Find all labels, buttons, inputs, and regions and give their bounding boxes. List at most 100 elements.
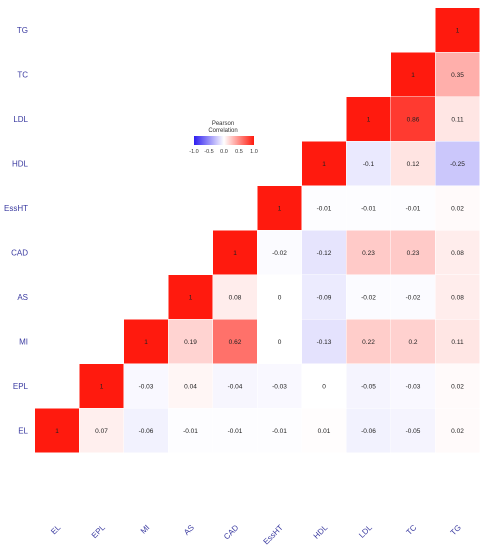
cell-AS-CAD [213, 275, 257, 319]
cell-value-EPL-TG: 0.02 [451, 384, 464, 391]
cell-value-TC-TC: 1 [411, 72, 415, 79]
legend-tick-label: -0.5 [204, 149, 213, 155]
cell-EL-AS [168, 408, 213, 453]
y-label-HDL: HDL [12, 160, 29, 169]
cell-EL-MI [124, 408, 168, 453]
cell-EL-CAD [213, 408, 257, 453]
cell-value-EL-AS: -0.01 [183, 428, 198, 435]
y-label-AS: AS [17, 293, 28, 302]
cell-EL-TG [435, 408, 480, 453]
legend-tick-label: -1.0 [189, 149, 198, 155]
x-label-EL: EL [49, 523, 63, 537]
cell-value-EL-HDL: 0.01 [318, 428, 331, 435]
x-label-TC: TC [405, 523, 419, 537]
cell-LDL-LDL [346, 97, 391, 141]
cell-value-EL-TG: 0.02 [451, 428, 464, 435]
y-label-TC: TC [17, 71, 28, 80]
cell-HDL-TC [391, 141, 435, 186]
cell-value-EL-EssHT: -0.01 [272, 428, 287, 435]
cell-MI-CAD [213, 319, 257, 364]
cell-AS-TC [391, 275, 435, 319]
cell-value-MI-LDL: 0.22 [362, 339, 375, 346]
cell-EssHT-EssHT [257, 186, 302, 230]
cell-MI-LDL [346, 319, 391, 364]
cell-EL-TC [391, 408, 435, 453]
cell-EssHT-TC [391, 186, 435, 230]
cell-value-CAD-TC: 0.23 [407, 250, 420, 257]
cell-EPL-EssHT [257, 364, 302, 408]
cell-value-EssHT-HDL: -0.01 [317, 206, 332, 213]
cell-value-LDL-TG: 0.11 [451, 117, 464, 124]
cell-value-EssHT-TC: -0.01 [406, 206, 421, 213]
cell-EPL-TC [391, 364, 435, 408]
cell-TC-TC [391, 52, 435, 97]
color-legend: Pearson Correlation -1.0 -0.5 0.0 0.5 1.0 [189, 121, 258, 155]
cell-value-HDL-TG: -0.25 [450, 161, 465, 168]
cell-value-MI-CAD: 0.62 [229, 339, 242, 346]
cell-value-EL-EL: 1 [55, 428, 59, 435]
cell-value-EL-LDL: -0.06 [361, 428, 376, 435]
cell-EssHT-TG [435, 186, 480, 230]
cell-MI-EssHT [257, 319, 302, 364]
cell-value-EPL-HDL: 0 [322, 384, 326, 391]
cell-HDL-LDL [346, 141, 391, 186]
cell-value-AS-HDL: -0.09 [317, 295, 332, 302]
x-label-LDL: LDL [357, 523, 374, 540]
cell-EL-EssHT [257, 408, 302, 453]
cell-value-CAD-TG: 0.08 [451, 250, 464, 257]
y-label-LDL: LDL [13, 115, 28, 124]
cell-LDL-TC [391, 97, 435, 141]
cell-CAD-CAD [213, 230, 257, 275]
cell-EL-HDL [302, 408, 346, 453]
legend-color-bar [194, 136, 254, 145]
cell-value-EL-TC: -0.05 [406, 428, 421, 435]
cell-LDL-TG [435, 97, 480, 141]
cell-value-EL-CAD: -0.01 [228, 428, 243, 435]
cell-value-AS-TG: 0.08 [451, 295, 464, 302]
y-axis-labels: TG TC LDL HDL EssHT CAD AS MI EPL EL [4, 26, 29, 436]
cell-value-EssHT-LDL: -0.01 [361, 206, 376, 213]
cell-value-MI-AS: 0.19 [184, 339, 197, 346]
cell-CAD-TG [435, 230, 480, 275]
y-label-EPL: EPL [13, 382, 29, 391]
cell-value-EL-EPL: 0.07 [95, 428, 108, 435]
y-label-EssHT: EssHT [4, 204, 28, 213]
y-label-TG: TG [17, 26, 28, 35]
cell-HDL-HDL [302, 141, 346, 186]
cell-value-EPL-TC: -0.03 [406, 384, 421, 391]
cell-EPL-MI [124, 364, 168, 408]
cell-EPL-CAD [213, 364, 257, 408]
legend-tick-label: 0.0 [220, 149, 228, 155]
cell-CAD-HDL [302, 230, 346, 275]
cell-value-EssHT-EssHT: 1 [278, 206, 282, 213]
x-label-EssHT: EssHT [262, 523, 285, 546]
cell-value-EL-MI: -0.06 [139, 428, 154, 435]
cell-value-MI-HDL: -0.13 [317, 339, 332, 346]
cell-EPL-AS [168, 364, 213, 408]
cell-MI-HDL [302, 319, 346, 364]
cell-value-TC-TG: 0.35 [451, 72, 464, 79]
x-label-HDL: HDL [312, 523, 330, 541]
cell-value-EPL-EssHT: -0.03 [272, 384, 287, 391]
cell-value-HDL-HDL: 1 [322, 161, 326, 168]
cell-EL-EL [35, 408, 79, 453]
x-axis-labels: EL EPL MI AS CAD EssHT HDL LDL TC TG [49, 523, 463, 547]
y-label-MI: MI [19, 338, 28, 347]
cell-TG-TG [435, 8, 480, 52]
cell-value-EPL-CAD: -0.04 [228, 384, 243, 391]
cell-CAD-EssHT [257, 230, 302, 275]
cell-MI-TC [391, 319, 435, 364]
x-label-EPL: EPL [90, 523, 107, 540]
cell-AS-LDL [346, 275, 391, 319]
cell-value-TG-TG: 1 [456, 28, 460, 35]
cell-value-EPL-EPL: 1 [100, 384, 104, 391]
cell-value-CAD-CAD: 1 [233, 250, 237, 257]
heatmap-cells: 1 1 0.35 1 0.86 0.11 1 -0.1 0.12 -0.25 1 -0.01 -0.01… [35, 8, 480, 453]
cell-value-AS-EssHT: 0 [278, 295, 282, 302]
cell-value-EPL-MI: -0.03 [139, 384, 154, 391]
cell-CAD-TC [391, 230, 435, 275]
cell-AS-EssHT [257, 275, 302, 319]
cell-EPL-EPL [79, 364, 124, 408]
legend-ticks: -1.0 -0.5 0.0 0.5 1.0 [189, 149, 258, 155]
